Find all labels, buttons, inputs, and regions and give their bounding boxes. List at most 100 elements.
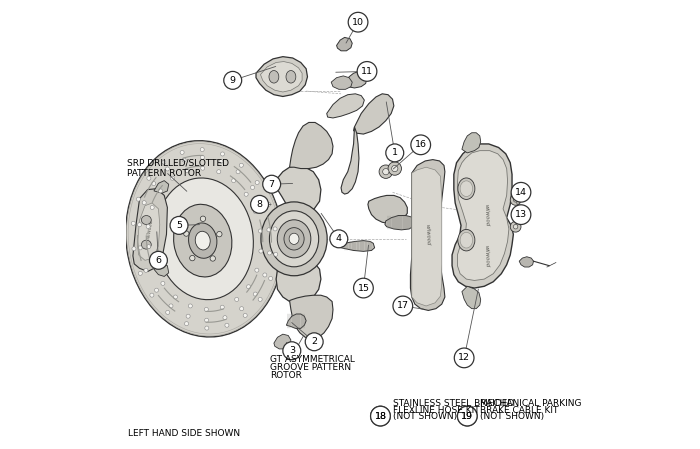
Text: MECHANICAL PARKING: MECHANICAL PARKING xyxy=(480,399,581,408)
Circle shape xyxy=(513,224,518,229)
Ellipse shape xyxy=(183,231,189,236)
Ellipse shape xyxy=(217,232,222,237)
Ellipse shape xyxy=(205,326,209,330)
Polygon shape xyxy=(410,159,445,310)
Circle shape xyxy=(511,205,531,224)
Text: 17: 17 xyxy=(397,301,409,310)
Ellipse shape xyxy=(200,148,204,152)
Text: 18: 18 xyxy=(374,412,386,421)
Polygon shape xyxy=(274,334,291,349)
Ellipse shape xyxy=(256,180,259,185)
Polygon shape xyxy=(256,57,307,97)
Circle shape xyxy=(454,348,474,368)
Polygon shape xyxy=(290,123,333,168)
Text: 3: 3 xyxy=(288,346,295,355)
Ellipse shape xyxy=(185,168,189,172)
Ellipse shape xyxy=(204,308,209,312)
Ellipse shape xyxy=(244,192,248,196)
Ellipse shape xyxy=(170,176,174,180)
Text: 19: 19 xyxy=(461,412,473,421)
Ellipse shape xyxy=(201,166,204,170)
Ellipse shape xyxy=(239,163,244,167)
Polygon shape xyxy=(260,62,302,92)
Ellipse shape xyxy=(180,150,184,154)
Ellipse shape xyxy=(132,221,135,225)
Polygon shape xyxy=(457,151,509,281)
Text: 6: 6 xyxy=(155,256,162,265)
Ellipse shape xyxy=(200,216,206,221)
Polygon shape xyxy=(462,286,481,308)
Text: 1: 1 xyxy=(392,148,398,158)
Circle shape xyxy=(510,221,521,232)
Ellipse shape xyxy=(139,271,142,275)
Text: 4: 4 xyxy=(336,234,342,243)
Circle shape xyxy=(457,406,477,426)
Ellipse shape xyxy=(458,178,475,199)
Ellipse shape xyxy=(141,240,151,249)
Text: 2: 2 xyxy=(312,337,317,346)
Ellipse shape xyxy=(267,202,271,207)
Circle shape xyxy=(370,406,391,426)
Circle shape xyxy=(386,144,404,162)
Circle shape xyxy=(150,251,167,269)
Ellipse shape xyxy=(138,246,142,250)
Ellipse shape xyxy=(186,314,190,318)
Text: 14: 14 xyxy=(515,188,527,197)
Ellipse shape xyxy=(261,205,265,209)
Ellipse shape xyxy=(234,297,239,301)
Text: (NOT SHOWN): (NOT SHOWN) xyxy=(393,413,457,422)
Ellipse shape xyxy=(262,273,267,277)
Polygon shape xyxy=(462,133,481,153)
Ellipse shape xyxy=(150,206,154,210)
Ellipse shape xyxy=(246,285,251,289)
Polygon shape xyxy=(286,314,306,328)
Text: 15: 15 xyxy=(358,284,370,293)
Text: (NOT SHOWN): (NOT SHOWN) xyxy=(480,413,544,422)
Text: FLEXLINE HOSE KIT: FLEXLINE HOSE KIT xyxy=(393,406,480,415)
Circle shape xyxy=(511,182,531,202)
Circle shape xyxy=(393,296,413,316)
Ellipse shape xyxy=(253,210,258,214)
Ellipse shape xyxy=(261,202,327,276)
Circle shape xyxy=(251,195,269,213)
Ellipse shape xyxy=(174,204,232,277)
Circle shape xyxy=(411,135,430,154)
Ellipse shape xyxy=(225,323,229,327)
Ellipse shape xyxy=(223,316,227,320)
Ellipse shape xyxy=(155,178,253,299)
Polygon shape xyxy=(137,203,160,260)
Polygon shape xyxy=(327,94,364,118)
Ellipse shape xyxy=(147,176,151,180)
Polygon shape xyxy=(354,94,394,134)
Ellipse shape xyxy=(267,228,271,232)
Circle shape xyxy=(348,12,368,32)
Ellipse shape xyxy=(188,304,193,308)
Text: wilwood: wilwood xyxy=(424,224,430,245)
Ellipse shape xyxy=(132,247,136,251)
Ellipse shape xyxy=(253,292,258,296)
Text: STAINLESS STEEL BRAIDED: STAINLESS STEEL BRAIDED xyxy=(393,399,514,408)
Circle shape xyxy=(383,168,389,175)
Ellipse shape xyxy=(286,70,296,83)
Ellipse shape xyxy=(259,249,263,253)
Text: 12: 12 xyxy=(458,353,470,362)
Text: GT ASYMMETRICAL: GT ASYMMETRICAL xyxy=(270,355,355,364)
Ellipse shape xyxy=(161,282,165,286)
Circle shape xyxy=(357,62,377,81)
Ellipse shape xyxy=(219,159,223,163)
Text: ROTOR: ROTOR xyxy=(270,371,302,380)
Circle shape xyxy=(391,165,398,172)
Ellipse shape xyxy=(273,227,277,231)
Ellipse shape xyxy=(460,232,473,248)
Ellipse shape xyxy=(239,307,244,311)
Ellipse shape xyxy=(255,268,259,272)
Circle shape xyxy=(457,406,477,426)
Ellipse shape xyxy=(210,256,216,261)
Circle shape xyxy=(388,162,402,175)
Circle shape xyxy=(224,71,241,89)
Text: SRP DRILLED/SLOTTED: SRP DRILLED/SLOTTED xyxy=(127,158,229,167)
Circle shape xyxy=(510,194,521,205)
Circle shape xyxy=(283,342,301,360)
Ellipse shape xyxy=(165,167,169,171)
Ellipse shape xyxy=(200,155,204,159)
